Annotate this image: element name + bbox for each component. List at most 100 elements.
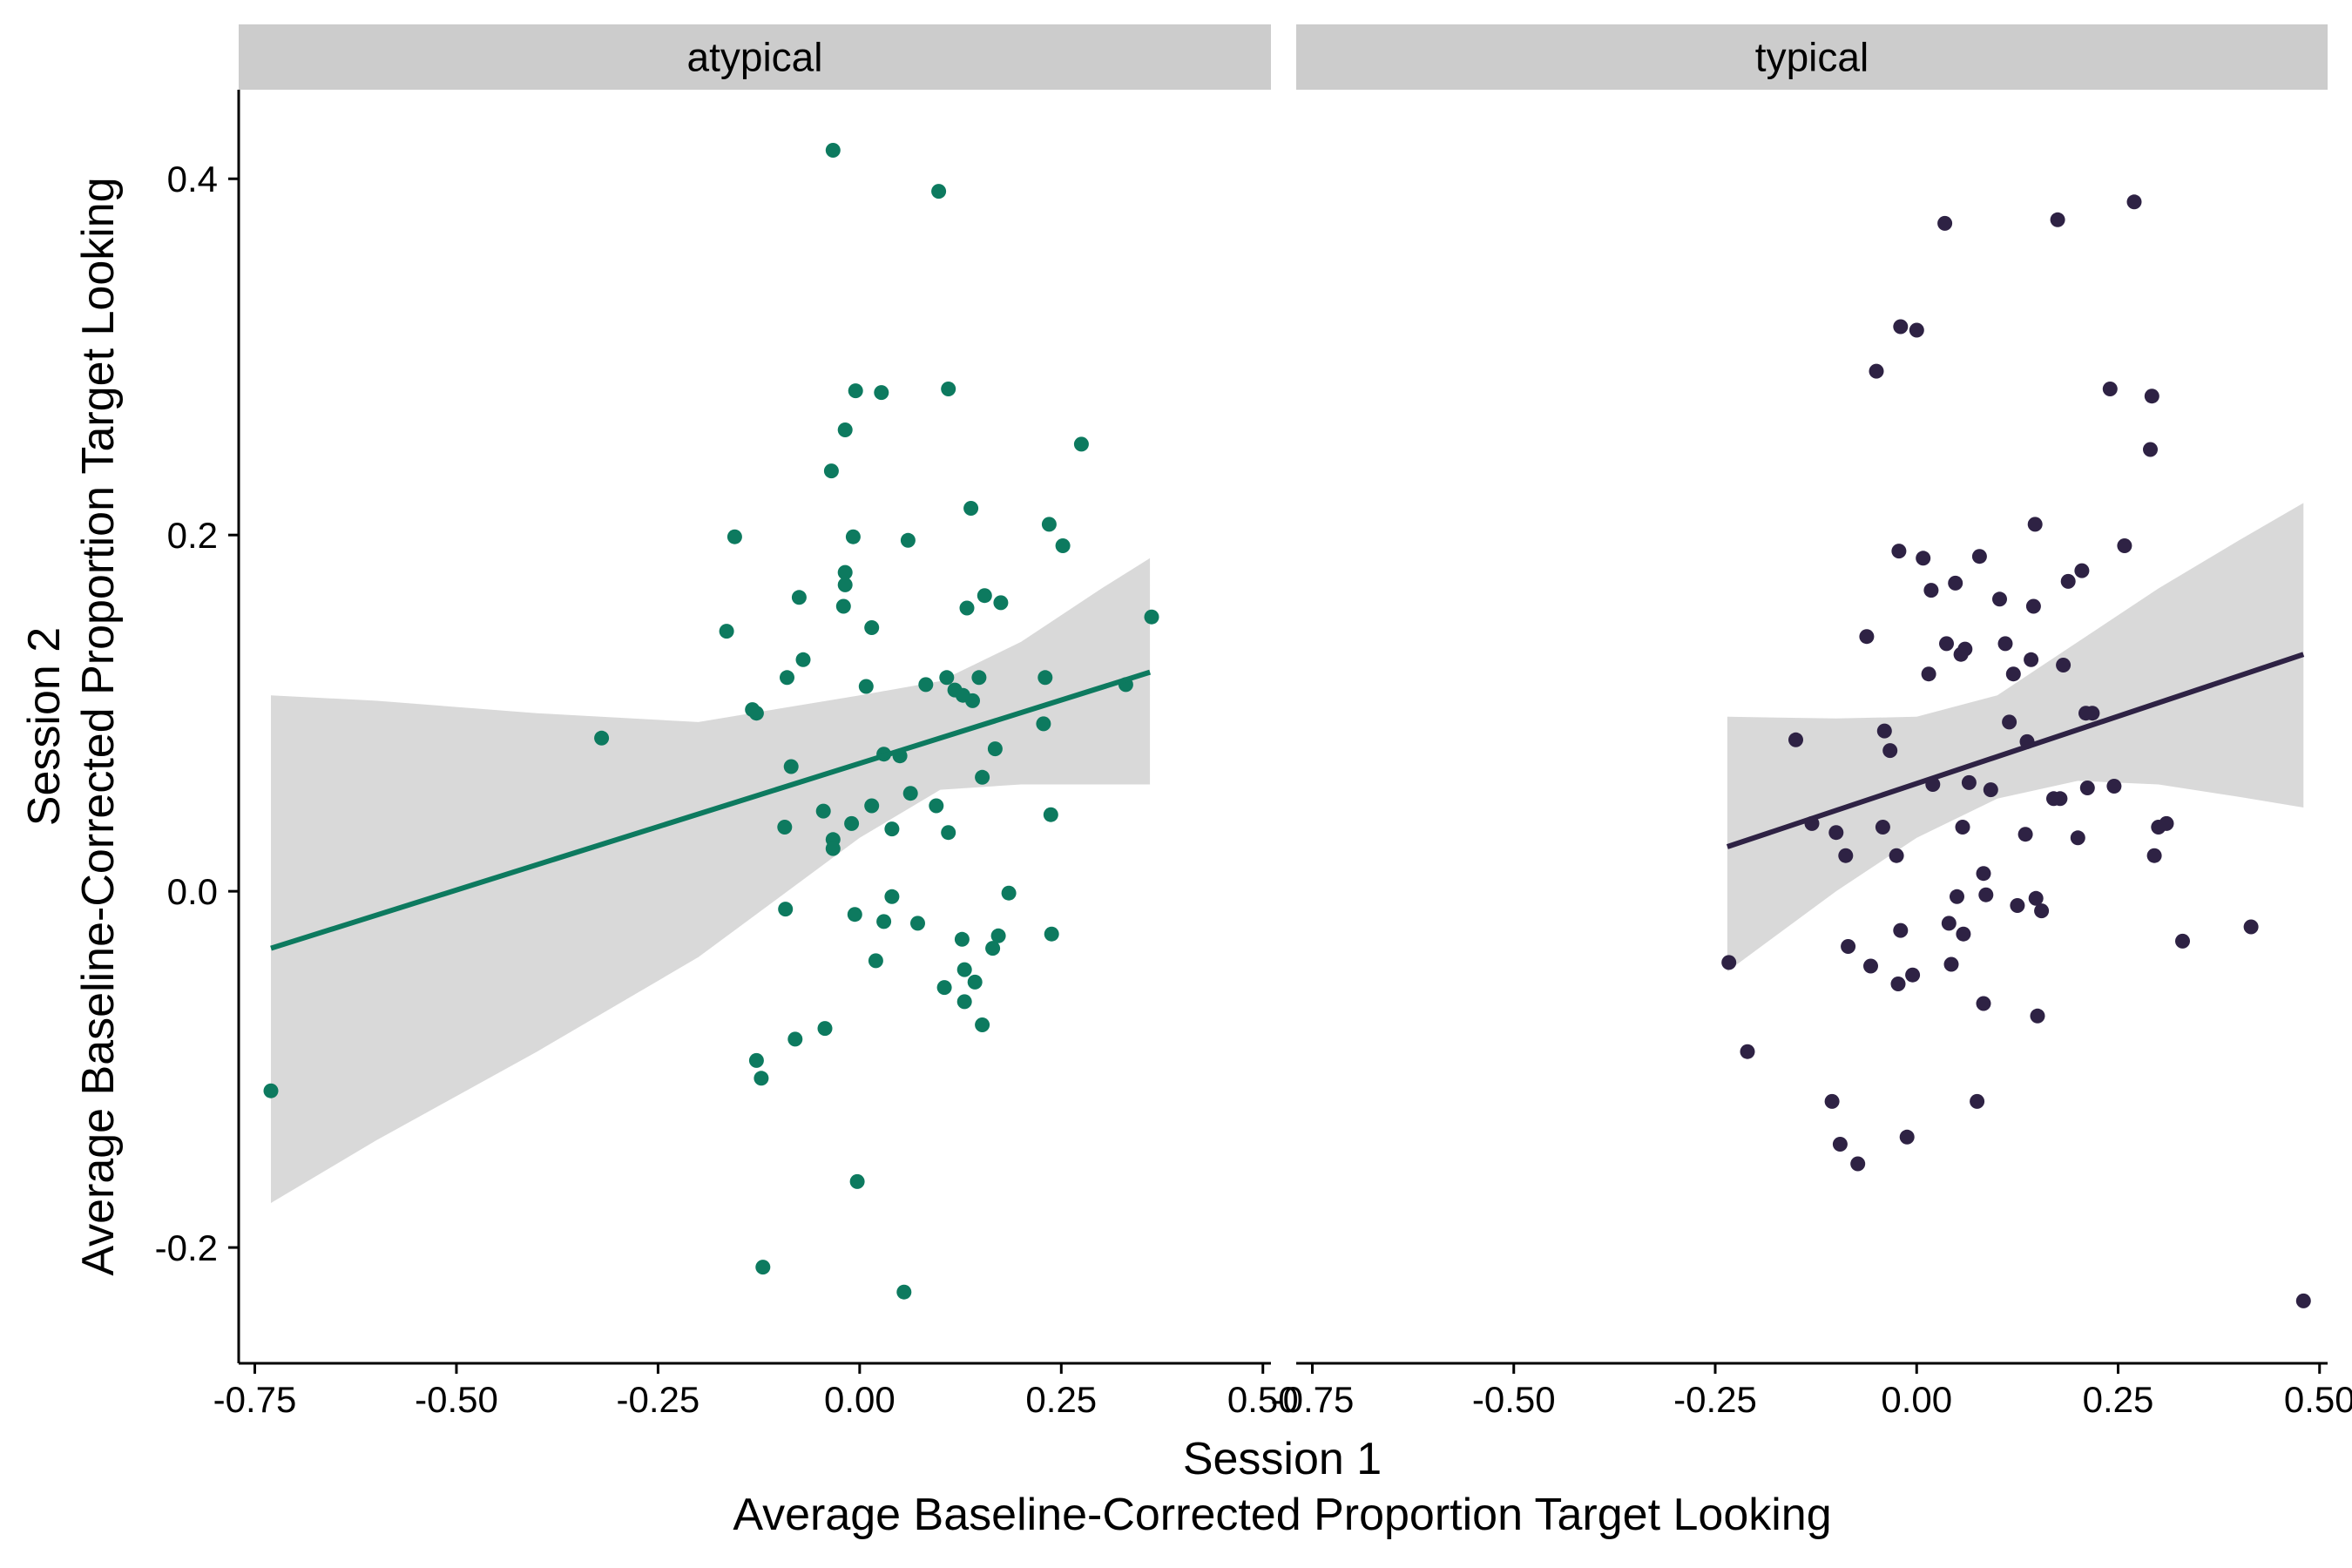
data-point [1850,1156,1866,1172]
data-point [2295,1293,2311,1308]
data-point [2085,706,2100,721]
data-point [837,564,853,580]
data-point [987,741,1003,757]
x-tick-label: -0.50 [415,1379,498,1420]
y-axis: -0.2 0.0 0.2 0.4 [155,90,240,1363]
data-point [795,652,811,667]
data-point [1859,629,1875,645]
data-point [1983,782,1998,798]
data-point [719,624,734,639]
x-tick-label: 0.50 [2284,1379,2352,1420]
data-point [777,820,793,835]
confidence-band [271,558,1151,1203]
data-point [263,1083,279,1098]
facet-label: atypical [687,35,823,80]
data-point [844,815,860,831]
data-point [2017,827,2033,842]
data-point [967,974,983,990]
data-point [2159,815,2174,831]
data-point [965,693,980,708]
data-point [1055,538,1071,553]
data-point [936,980,952,996]
data-point [939,670,955,686]
regression-line [1726,652,2305,849]
data-point [1788,732,1803,747]
data-point [1997,636,2013,652]
data-point [985,941,1001,956]
data-point [1937,215,1953,231]
data-point [1948,575,1963,591]
data-point [2144,389,2159,404]
data-point [845,529,861,544]
data-point [1838,848,1854,863]
data-point [823,463,839,479]
x-axis-title-line-1: Session 1 [1183,1434,1382,1484]
data-point [868,953,883,969]
data-point [2005,666,2021,682]
data-point [791,590,807,605]
data-point [1955,820,1970,835]
x-tick-label: -0.75 [1271,1379,1355,1420]
data-point [975,1017,990,1032]
regression-line [270,669,1152,951]
data-point [1043,807,1058,822]
data-point [2050,212,2065,227]
data-point [2102,382,2118,396]
confidence-band [1727,503,2304,972]
data-point [1841,939,1856,954]
data-point [2243,919,2259,935]
data-point [837,422,853,437]
data-point [1889,848,1904,863]
data-point [1073,436,1089,452]
data-point [1916,551,1931,566]
data-point [864,620,880,635]
data-point [918,677,934,693]
data-point [778,902,794,917]
facet-strip [1296,24,2328,90]
data-point [1824,1093,1840,1109]
data-point [975,769,990,785]
data-point [1978,887,1994,902]
data-point [1863,958,1878,974]
data-point [2010,898,2025,913]
data-point [2175,933,2190,949]
x-tick-label: -0.25 [1673,1379,1757,1420]
facet-label: typical [1755,35,1869,80]
data-point [2025,598,2041,614]
data-point [956,962,972,977]
data-point [1976,866,1991,882]
data-point [817,1021,833,1037]
data-point [884,889,900,904]
data-point [783,759,799,774]
data-point [1971,549,1987,564]
x-tick-label: -0.25 [617,1379,700,1420]
data-point [848,383,863,399]
y-axis-title-line-2: Average Baseline-Corrected Proportion Ta… [73,177,124,1275]
facet-strip [239,24,1271,90]
data-point [1828,825,1844,841]
data-point [1044,926,1059,942]
data-point [2117,538,2132,553]
data-point [2126,194,2142,210]
data-point [956,994,972,1010]
x-tick-label: 0.50 [1227,1379,1299,1420]
data-point [1970,1093,1985,1109]
data-point [1905,967,1921,983]
data-point [1890,977,1906,991]
data-point [594,730,610,746]
data-point [847,907,862,923]
data-point [959,600,975,616]
data-point [748,706,764,721]
data-point [849,1173,865,1189]
x-axis-title-line-2: Average Baseline-Corrected Proportion Ta… [733,1490,1831,1540]
data-point [874,385,889,401]
data-point [971,670,987,686]
data-point [900,532,916,548]
data-point [1961,774,1977,790]
data-point [2143,442,2158,457]
data-point [1893,319,1909,335]
data-point [1882,743,1898,759]
data-point [2079,781,2095,795]
data-point [1909,322,1924,338]
